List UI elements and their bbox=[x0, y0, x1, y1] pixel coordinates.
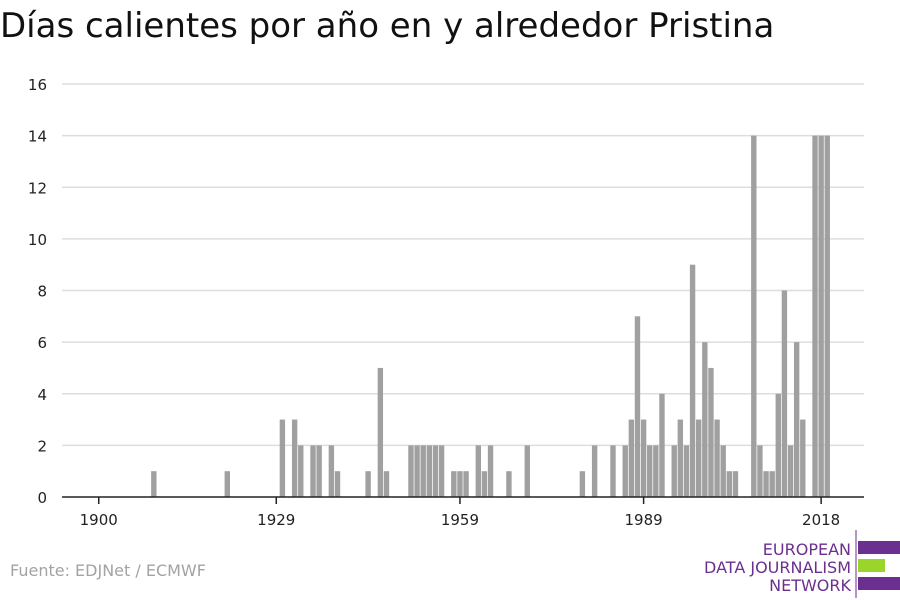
bar bbox=[824, 135, 830, 497]
bar bbox=[653, 445, 659, 497]
x-tick-label: 2018 bbox=[802, 511, 840, 529]
bar bbox=[591, 445, 598, 497]
bar bbox=[328, 445, 335, 497]
bar bbox=[818, 135, 824, 497]
y-tick-label: 12 bbox=[28, 179, 47, 197]
bar bbox=[696, 419, 702, 497]
bar bbox=[720, 445, 726, 497]
bar bbox=[310, 445, 316, 497]
bar bbox=[298, 445, 304, 497]
logo-text-european: EUROPEAN bbox=[763, 540, 851, 559]
chart-title: Días calientes por año en y alrededor Pr… bbox=[0, 6, 775, 46]
y-tick-label: 14 bbox=[28, 128, 47, 146]
y-tick-label: 4 bbox=[37, 386, 47, 404]
bar bbox=[334, 471, 341, 497]
source-credit: Fuente: EDJNet / ECMWF bbox=[10, 561, 206, 580]
bar bbox=[769, 471, 775, 497]
bar bbox=[622, 445, 628, 497]
bar bbox=[414, 445, 420, 497]
bar bbox=[451, 471, 457, 497]
bar bbox=[628, 419, 635, 497]
logo-text-data-journalism: DATA JOURNALISM bbox=[704, 558, 851, 577]
bar bbox=[671, 445, 677, 497]
bar bbox=[689, 264, 696, 497]
logo-green-bar bbox=[858, 559, 885, 572]
bar bbox=[481, 471, 488, 497]
bar bbox=[775, 393, 781, 497]
logo-purple-bar-top bbox=[858, 541, 900, 554]
bar bbox=[151, 471, 157, 497]
bar bbox=[683, 445, 690, 497]
y-tick-label: 8 bbox=[37, 283, 47, 301]
bar bbox=[365, 471, 371, 497]
bar bbox=[793, 342, 800, 497]
bar bbox=[757, 445, 763, 497]
y-tick-label: 0 bbox=[37, 489, 47, 507]
bar bbox=[659, 393, 665, 497]
bar bbox=[506, 471, 512, 497]
logo-text-network: NETWORK bbox=[769, 576, 851, 595]
bar bbox=[457, 471, 463, 497]
bar bbox=[463, 471, 469, 497]
bar bbox=[812, 135, 818, 497]
y-tick-label: 2 bbox=[37, 437, 47, 455]
bar bbox=[579, 471, 586, 497]
bar bbox=[634, 316, 641, 497]
bar bbox=[714, 419, 720, 497]
bar bbox=[377, 367, 384, 497]
bar bbox=[426, 445, 433, 497]
bar bbox=[787, 445, 794, 497]
bar-chart: 0 2 4 6 8 10 12 14 16 1900 1929 1959 1989 2018 bbox=[28, 76, 864, 529]
bar bbox=[763, 471, 769, 497]
x-tick-label: 1959 bbox=[441, 511, 479, 529]
x-tick-label: 1900 bbox=[80, 511, 118, 529]
bar bbox=[640, 419, 647, 497]
y-tick-label: 16 bbox=[28, 76, 47, 94]
bar bbox=[647, 445, 653, 497]
bar bbox=[781, 290, 788, 497]
bar bbox=[475, 445, 481, 497]
bar bbox=[702, 342, 708, 497]
bar bbox=[291, 419, 298, 497]
bar bbox=[726, 471, 733, 497]
bar bbox=[800, 419, 806, 497]
bar bbox=[420, 445, 426, 497]
bar bbox=[224, 471, 230, 497]
bar bbox=[383, 471, 390, 497]
bar bbox=[708, 367, 714, 497]
x-tick-label: 1989 bbox=[625, 511, 663, 529]
y-tick-label: 6 bbox=[37, 334, 47, 352]
bar bbox=[610, 445, 616, 497]
logo-purple-bar-bottom bbox=[858, 577, 900, 590]
bar bbox=[751, 135, 757, 497]
bars bbox=[151, 135, 830, 497]
x-tick-label: 1929 bbox=[257, 511, 295, 529]
y-axis-tick-labels: 0 2 4 6 8 10 12 14 16 bbox=[28, 76, 47, 507]
bar bbox=[279, 419, 286, 497]
bar bbox=[432, 445, 439, 497]
bar bbox=[408, 445, 414, 497]
bar bbox=[524, 445, 530, 497]
y-tick-label: 10 bbox=[28, 231, 47, 249]
gridlines bbox=[62, 83, 864, 447]
bar bbox=[732, 471, 739, 497]
x-axis: 1900 1929 1959 1989 2018 bbox=[62, 496, 864, 529]
bar bbox=[438, 445, 445, 497]
bar bbox=[316, 445, 322, 497]
bar bbox=[677, 419, 684, 497]
bar bbox=[487, 445, 494, 497]
